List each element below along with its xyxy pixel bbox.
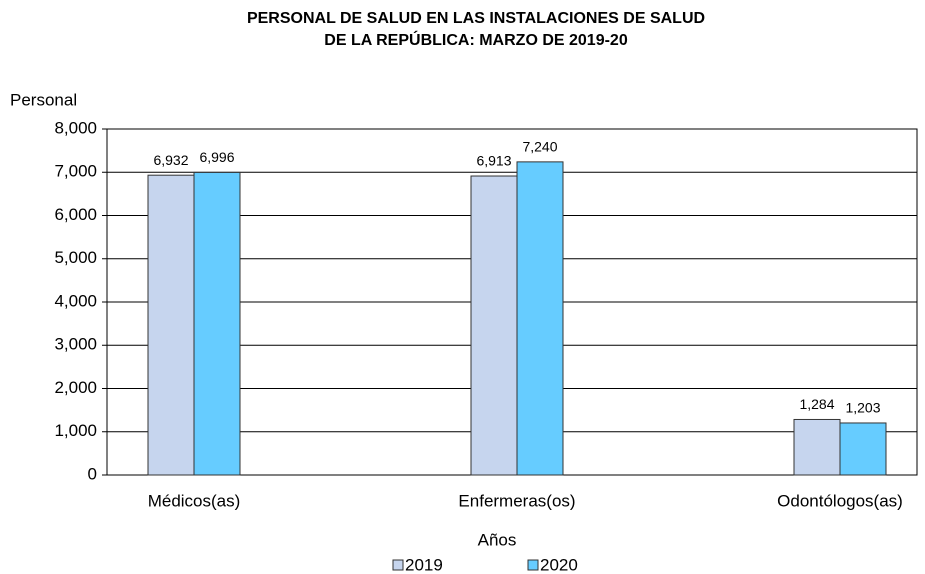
legend-label: 2019: [405, 555, 443, 574]
value-label: 1,284: [799, 396, 834, 412]
y-tick-label: 1,000: [54, 421, 97, 440]
value-label: 6,996: [199, 149, 234, 165]
value-label: 6,932: [153, 152, 188, 168]
y-tick-label: 4,000: [54, 291, 97, 310]
legend-label: 2020: [540, 555, 578, 574]
bar: [147, 174, 195, 476]
y-tick-label: 3,000: [54, 335, 97, 354]
y-tick-label: 6,000: [54, 205, 97, 224]
legend-swatch: [392, 559, 404, 571]
y-tick-label: 0: [88, 464, 97, 483]
y-tick-label: 2,000: [54, 378, 97, 397]
bar: [793, 418, 841, 476]
y-tick-label: 8,000: [54, 118, 97, 137]
y-tick-label: 5,000: [54, 248, 97, 267]
x-tick-label: Odontólogos(as): [777, 491, 903, 510]
chart-title: DE LA REPÚBLICA: MARZO DE 2019-20: [324, 30, 628, 49]
x-tick-label: Enfermeras(os): [458, 491, 575, 510]
legend-swatch: [527, 559, 539, 571]
chart-title: PERSONAL DE SALUD EN LAS INSTALACIONES D…: [247, 10, 705, 27]
bar: [516, 161, 564, 476]
y-tick-label: 7,000: [54, 162, 97, 181]
value-label: 7,240: [522, 139, 557, 155]
value-label: 6,913: [476, 153, 511, 169]
value-label: 1,203: [845, 400, 880, 416]
x-axis-label: Años: [478, 530, 517, 549]
bar: [470, 175, 518, 476]
y-axis-label: Personal: [10, 90, 77, 109]
bar: [839, 422, 887, 476]
x-tick-label: Médicos(as): [148, 491, 241, 510]
bar: [193, 171, 241, 476]
